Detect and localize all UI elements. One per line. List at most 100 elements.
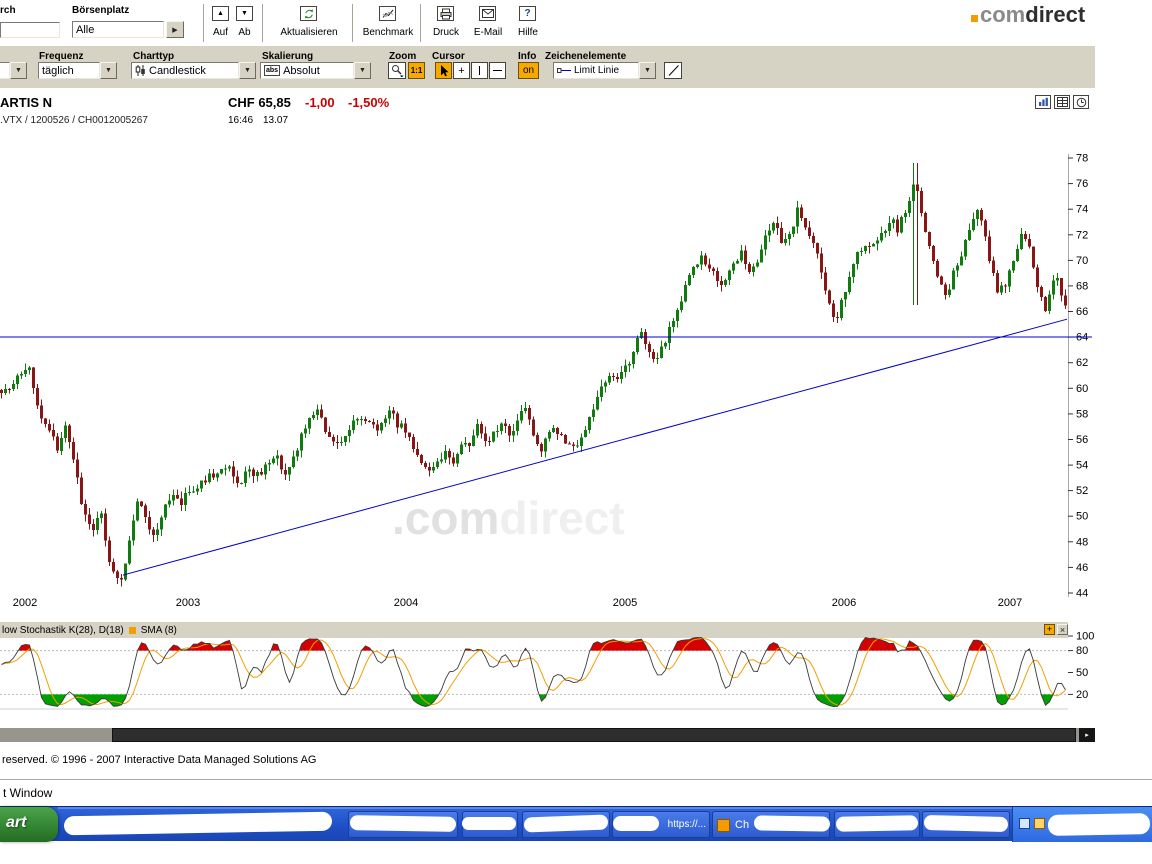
- exchange-label: Börsenplatz: [72, 5, 130, 16]
- charttype-select-arrow[interactable]: ▼: [239, 62, 256, 79]
- redaction: [63, 811, 333, 836]
- bar-chart-icon: [1038, 97, 1048, 106]
- print-label: Druck: [432, 27, 460, 38]
- svg-text:78: 78: [1076, 153, 1088, 165]
- scaling-select[interactable]: abs Absolut: [260, 62, 354, 79]
- status-text: t Window: [3, 786, 53, 800]
- indicator-header: low Stochastik K(28), D(18) SMA (8) + ×: [0, 622, 1068, 638]
- svg-text:48: 48: [1076, 536, 1088, 548]
- redaction: [523, 814, 609, 833]
- chart-view-button[interactable]: [1035, 95, 1051, 109]
- tray-icon[interactable]: [1019, 818, 1030, 829]
- taskbar-window-text: Ch: [735, 819, 750, 831]
- cursor-vline-button[interactable]: [471, 62, 488, 79]
- scroll-down-button[interactable]: ▼: [236, 6, 253, 21]
- svg-text:76: 76: [1076, 178, 1088, 190]
- svg-text:68: 68: [1076, 280, 1088, 292]
- indicator-legend: low Stochastik K(28), D(18): [2, 624, 124, 636]
- status-bar: t Window: [0, 780, 1152, 806]
- email-label: E-Mail: [473, 27, 503, 38]
- svg-text:62: 62: [1076, 357, 1088, 369]
- zoom-lens-button[interactable]: [388, 62, 406, 79]
- taskbar-highlight: [58, 807, 1152, 809]
- scroll-down-label: Ab: [238, 27, 251, 38]
- exchange-select[interactable]: Alle: [72, 21, 164, 38]
- cursor-hline-button[interactable]: [489, 62, 506, 79]
- chevron-down-icon: ▼: [359, 67, 366, 74]
- diagonal-line-icon: [668, 65, 679, 76]
- envelope-icon: [481, 9, 494, 18]
- quote-header: ARTIS N .VTX / 1200526 / CH0012005267 CH…: [0, 88, 1152, 145]
- zoom-ratio-button[interactable]: 1:1: [408, 62, 425, 79]
- table-view-button[interactable]: [1054, 95, 1070, 109]
- scroll-up-button[interactable]: ▲: [212, 6, 229, 21]
- refresh-button[interactable]: [300, 6, 317, 21]
- time-settings-button[interactable]: [1073, 95, 1089, 109]
- table-grid-icon: [1056, 97, 1068, 107]
- chevron-down-icon: ▼: [105, 67, 112, 74]
- draw-line-button[interactable]: [664, 62, 682, 79]
- abs-scale-icon: abs: [264, 65, 281, 76]
- svg-text:50: 50: [1076, 511, 1088, 523]
- logo-dot-icon: [971, 15, 978, 22]
- benchmark-button[interactable]: [379, 6, 396, 21]
- search-input[interactable]: [0, 22, 60, 38]
- logo-direct: direct: [1025, 2, 1086, 27]
- info-toggle[interactable]: on: [518, 62, 539, 79]
- exchange-go-button[interactable]: ▶: [166, 21, 184, 38]
- scrollbar-right-button[interactable]: ▸: [1079, 728, 1095, 742]
- change-percent: -1,50%: [348, 95, 390, 110]
- zoom-label: Zoom: [389, 51, 417, 62]
- draw-elements-arrow[interactable]: ▼: [639, 62, 656, 79]
- start-button[interactable]: art: [0, 807, 58, 842]
- svg-text:2002: 2002: [13, 597, 37, 609]
- taskbar-app-icon: [717, 819, 730, 832]
- frequency-select[interactable]: täglich: [38, 62, 100, 79]
- comdirect-logo: com direct: [971, 4, 1085, 26]
- indicator-add-button[interactable]: +: [1044, 624, 1055, 635]
- redaction: [349, 815, 457, 832]
- chevron-down-icon: ▼: [244, 67, 251, 74]
- svg-text:66: 66: [1076, 306, 1088, 318]
- stochastic-chart[interactable]: 100 80 50 20: [0, 620, 1095, 720]
- frequency-label: Frequenz: [39, 51, 84, 62]
- scrollbar-thumb[interactable]: [112, 728, 1076, 742]
- svg-text:.comdirect: .comdirect: [392, 492, 625, 544]
- cursor-crosshair-button[interactable]: +: [453, 62, 470, 79]
- last-price: CHF 65,85: [228, 95, 291, 110]
- redaction: [613, 816, 659, 831]
- start-button-label: art: [6, 814, 27, 831]
- chart-toolbar: ▼ Frequenz täglich ▼ Charttyp Candlestic…: [0, 46, 1095, 88]
- right-arrow-icon: ▸: [1085, 732, 1089, 739]
- print-button[interactable]: [437, 6, 454, 21]
- refresh-icon: [304, 8, 313, 19]
- info-label: Info: [518, 51, 537, 62]
- frequency-value: täglich: [42, 64, 74, 77]
- indicator-close-button[interactable]: ×: [1057, 624, 1068, 635]
- horizontal-scrollbar[interactable]: ▸: [0, 728, 1095, 742]
- draw-elements-select[interactable]: Limit Linie: [553, 62, 639, 79]
- draw-elements-value: Limit Linie: [574, 65, 620, 76]
- frequency-select-arrow[interactable]: ▼: [100, 62, 117, 79]
- clipped-select-arrow[interactable]: ▼: [10, 62, 27, 79]
- clipped-select[interactable]: [0, 62, 10, 79]
- close-icon: ×: [1059, 624, 1066, 635]
- email-button[interactable]: [479, 6, 496, 21]
- cursor-pointer-button[interactable]: [435, 62, 452, 79]
- help-button[interactable]: ?: [519, 6, 536, 21]
- divider: [0, 779, 1152, 780]
- help-icon: ?: [524, 8, 531, 19]
- search-label: rch: [0, 5, 16, 16]
- tray-icon[interactable]: [1034, 818, 1045, 829]
- plus-icon: +: [1046, 624, 1053, 634]
- svg-text:100: 100: [1076, 631, 1094, 643]
- limit-line-icon: [557, 68, 571, 73]
- scaling-select-arrow[interactable]: ▼: [354, 62, 371, 79]
- svg-text:20: 20: [1076, 689, 1088, 701]
- redaction: [835, 815, 919, 832]
- charttype-select[interactable]: Candlestick: [131, 62, 239, 79]
- svg-text:58: 58: [1076, 408, 1088, 420]
- price-chart[interactable]: 7876747270686664626058565452504846442002…: [0, 145, 1095, 613]
- quote-time: 16:46: [228, 115, 254, 126]
- copyright-text: reserved. © 1996 - 2007 Interactive Data…: [2, 754, 317, 766]
